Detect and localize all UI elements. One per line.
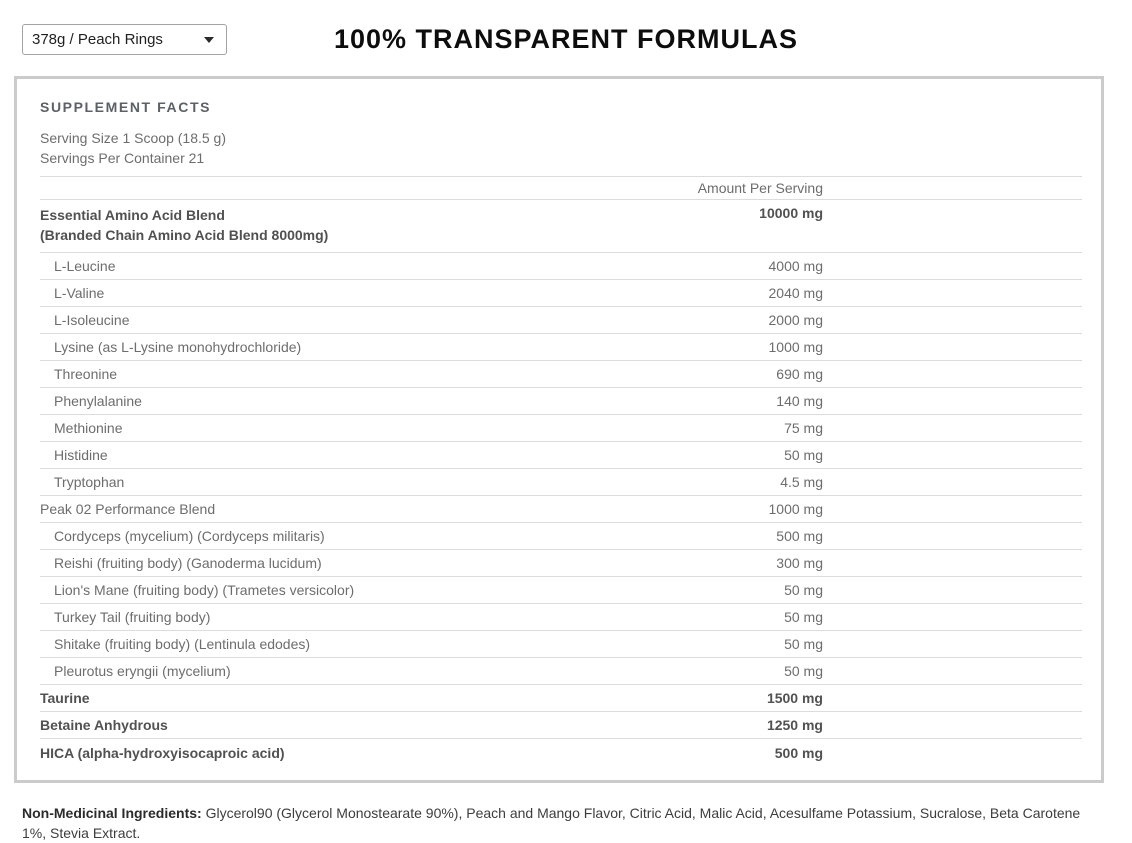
variant-select-wrapper: 378g / Peach Rings bbox=[22, 24, 227, 55]
ingredient-name: Histidine bbox=[54, 447, 108, 463]
ingredient-row: Threonine 690 mg bbox=[40, 361, 1082, 388]
ingredient-name: L-Isoleucine bbox=[54, 312, 130, 328]
ingredient-amount: 4000 mg bbox=[768, 258, 823, 274]
ingredient-name: Methionine bbox=[54, 420, 123, 436]
amount-header-row: Amount Per Serving bbox=[40, 176, 1082, 200]
ingredient-amount: 4.5 mg bbox=[780, 474, 823, 490]
ingredient-row: Peak 02 Performance Blend 1000 mg bbox=[40, 496, 1082, 523]
ingredient-row: Shitake (fruiting body) (Lentinula edode… bbox=[40, 631, 1082, 658]
non-medicinal-ingredients-label: Non-Medicinal Ingredients: bbox=[22, 805, 202, 821]
ingredient-rows: Essential Amino Acid Blend (Branded Chain… bbox=[40, 200, 1082, 766]
ingredient-name: HICA (alpha-hydroxyisocaproic acid) bbox=[40, 744, 285, 761]
ingredient-name: Tryptophan bbox=[54, 474, 125, 490]
ingredient-name: Cordyceps (mycelium) (Cordyceps militari… bbox=[54, 528, 325, 544]
ingredient-name: Threonine bbox=[54, 366, 118, 382]
ingredient-name: Peak 02 Performance Blend bbox=[40, 501, 216, 517]
non-medicinal-ingredients: Non-Medicinal Ingredients: Glycerol90 (G… bbox=[22, 803, 1108, 843]
ingredient-row: Lysine (as L-Lysine monohydrochloride) 10… bbox=[40, 334, 1082, 361]
ingredient-row: Essential Amino Acid Blend (Branded Chain… bbox=[40, 200, 1082, 253]
ingredient-name: L-Leucine bbox=[54, 258, 116, 274]
ingredient-row: Phenylalanine 140 mg bbox=[40, 388, 1082, 415]
ingredient-row: HICA (alpha-hydroxyisocaproic acid) 500 m… bbox=[40, 739, 1082, 766]
ingredient-name: L-Valine bbox=[54, 285, 105, 301]
servings-per-container-text: Servings Per Container 21 bbox=[40, 150, 205, 166]
ingredient-name: Phenylalanine bbox=[54, 393, 142, 409]
ingredient-row: L-Valine 2040 mg bbox=[40, 280, 1082, 307]
serving-size-text: Serving Size 1 Scoop (18.5 g) bbox=[40, 130, 226, 146]
ingredient-name: Reishi (fruiting body) (Ganoderma lucidu… bbox=[54, 555, 322, 571]
supplement-facts-panel: SUPPLEMENT FACTS Serving Size 1 Scoop (1… bbox=[14, 76, 1104, 783]
ingredient-amount: 10000 mg bbox=[759, 205, 823, 221]
ingredient-row: Lion's Mane (fruiting body) (Trametes ve… bbox=[40, 577, 1082, 604]
ingredient-amount: 50 mg bbox=[784, 609, 823, 625]
ingredient-amount: 1000 mg bbox=[768, 501, 823, 517]
page-title: 100% TRANSPARENT FORMULAS bbox=[333, 24, 799, 54]
ingredient-amount: 300 mg bbox=[776, 555, 823, 571]
ingredient-amount: 50 mg bbox=[784, 636, 823, 652]
ingredient-name: Pleurotus eryngii (mycelium) bbox=[54, 663, 231, 679]
ingredient-amount: 690 mg bbox=[776, 366, 823, 382]
ingredient-row: Taurine 1500 mg bbox=[40, 685, 1082, 712]
ingredient-name: Lysine (as L-Lysine monohydrochloride) bbox=[54, 339, 302, 355]
ingredient-amount: 500 mg bbox=[774, 744, 823, 761]
ingredient-amount: 140 mg bbox=[776, 393, 823, 409]
ingredient-amount: 1250 mg bbox=[766, 717, 823, 733]
ingredient-row: Reishi (fruiting body) (Ganoderma lucidu… bbox=[40, 550, 1082, 577]
ingredient-amount: 50 mg bbox=[784, 663, 823, 679]
ingredient-row: Betaine Anhydrous 1250 mg bbox=[40, 712, 1082, 739]
ingredient-amount: 1500 mg bbox=[766, 690, 823, 706]
ingredient-amount: 1000 mg bbox=[768, 339, 823, 355]
ingredient-row: Tryptophan 4.5 mg bbox=[40, 469, 1082, 496]
ingredient-amount: 50 mg bbox=[784, 447, 823, 463]
top-bar: 378g / Peach Rings 100% TRANSPARENT FORM… bbox=[0, 0, 1132, 76]
ingredient-amount: 75 mg bbox=[784, 420, 823, 436]
ingredient-row: Pleurotus eryngii (mycelium) 50 mg bbox=[40, 658, 1082, 685]
ingredient-row: Turkey Tail (fruiting body) 50 mg bbox=[40, 604, 1082, 631]
ingredient-row: L-Leucine 4000 mg bbox=[40, 253, 1082, 280]
ingredient-amount: 2000 mg bbox=[768, 312, 823, 328]
ingredient-name: Turkey Tail (fruiting body) bbox=[54, 609, 211, 625]
ingredient-name: Essential Amino Acid Blend (Branded Chain… bbox=[40, 207, 329, 243]
ingredient-name: Taurine bbox=[40, 690, 90, 706]
ingredient-row: Histidine 50 mg bbox=[40, 442, 1082, 469]
ingredient-row: L-Isoleucine 2000 mg bbox=[40, 307, 1082, 334]
ingredient-name: Shitake (fruiting body) (Lentinula edode… bbox=[54, 636, 311, 652]
ingredient-amount: 50 mg bbox=[784, 582, 823, 598]
variant-select[interactable]: 378g / Peach Rings bbox=[22, 24, 227, 55]
supplement-facts-table: Amount Per Serving Essential Amino Acid … bbox=[40, 176, 1082, 766]
ingredient-row: Methionine 75 mg bbox=[40, 415, 1082, 442]
supplement-facts-heading: SUPPLEMENT FACTS bbox=[40, 99, 212, 115]
amount-per-serving-header: Amount Per Serving bbox=[697, 180, 823, 196]
ingredient-name: Betaine Anhydrous bbox=[40, 717, 168, 733]
ingredient-name: Lion's Mane (fruiting body) (Trametes ve… bbox=[54, 582, 355, 598]
ingredient-amount: 500 mg bbox=[776, 528, 823, 544]
ingredient-row: Cordyceps (mycelium) (Cordyceps militari… bbox=[40, 523, 1082, 550]
ingredient-amount: 2040 mg bbox=[768, 285, 823, 301]
